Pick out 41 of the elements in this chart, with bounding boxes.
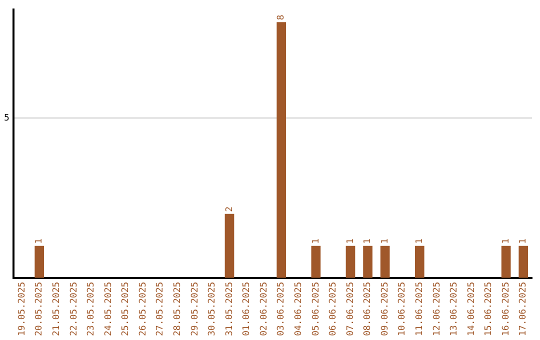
x-tick-label: 16.06.2025 xyxy=(501,282,512,336)
x-tick-label: 21.05.2025 xyxy=(52,282,62,336)
x-tick-label: 24.05.2025 xyxy=(104,282,114,336)
data-label: 1 xyxy=(346,238,356,244)
x-tick-label: 26.05.2025 xyxy=(138,282,148,336)
x-tick-label: 30.05.2025 xyxy=(208,282,218,336)
x-tick-label: 28.05.2025 xyxy=(172,282,183,336)
x-tick-label: 13.06.2025 xyxy=(450,282,460,336)
data-label: 1 xyxy=(363,238,374,244)
x-tick-label: 07.06.2025 xyxy=(346,282,356,336)
data-label: 1 xyxy=(518,238,529,244)
x-tick-label: 31.05.2025 xyxy=(224,282,235,336)
x-tick-label: 02.06.2025 xyxy=(259,282,270,336)
x-tick-label: 22.05.2025 xyxy=(69,282,80,336)
data-label: 1 xyxy=(414,238,425,244)
data-label: 8 xyxy=(276,14,287,20)
x-tick-label: 12.06.2025 xyxy=(432,282,442,336)
x-tick-label: 17.06.2025 xyxy=(518,282,529,336)
x-tick-label: 03.06.2025 xyxy=(276,282,287,336)
x-tick-label: 05.06.2025 xyxy=(311,282,322,336)
data-label: 1 xyxy=(501,238,512,244)
x-tick-label: 15.06.2025 xyxy=(484,282,494,336)
data-label: 1 xyxy=(311,238,322,244)
data-label: 2 xyxy=(224,206,235,212)
x-tick-label: 06.06.2025 xyxy=(328,282,339,336)
x-tick-label: 25.05.2025 xyxy=(121,282,132,336)
x-tick-label: 01.06.2025 xyxy=(242,282,252,336)
data-label: 1 xyxy=(380,238,390,244)
x-tick-label: 04.06.2025 xyxy=(294,282,304,336)
x-tick-label: 10.06.2025 xyxy=(398,282,408,336)
x-tick-label: 20.05.2025 xyxy=(34,282,45,336)
x-tick-label: 27.05.2025 xyxy=(156,282,166,336)
x-tick-label: 11.06.2025 xyxy=(414,282,425,336)
y-tick-label: 5 xyxy=(4,113,10,124)
x-tick-label: 08.06.2025 xyxy=(363,282,374,336)
x-tick-label: 29.05.2025 xyxy=(190,282,200,336)
x-tick-label: 23.05.2025 xyxy=(86,282,97,336)
data-label: 1 xyxy=(34,238,45,244)
x-tick-label: 09.06.2025 xyxy=(380,282,390,336)
x-tick-label: 14.06.2025 xyxy=(466,282,477,336)
x-tick-label: 19.05.2025 xyxy=(17,282,28,336)
